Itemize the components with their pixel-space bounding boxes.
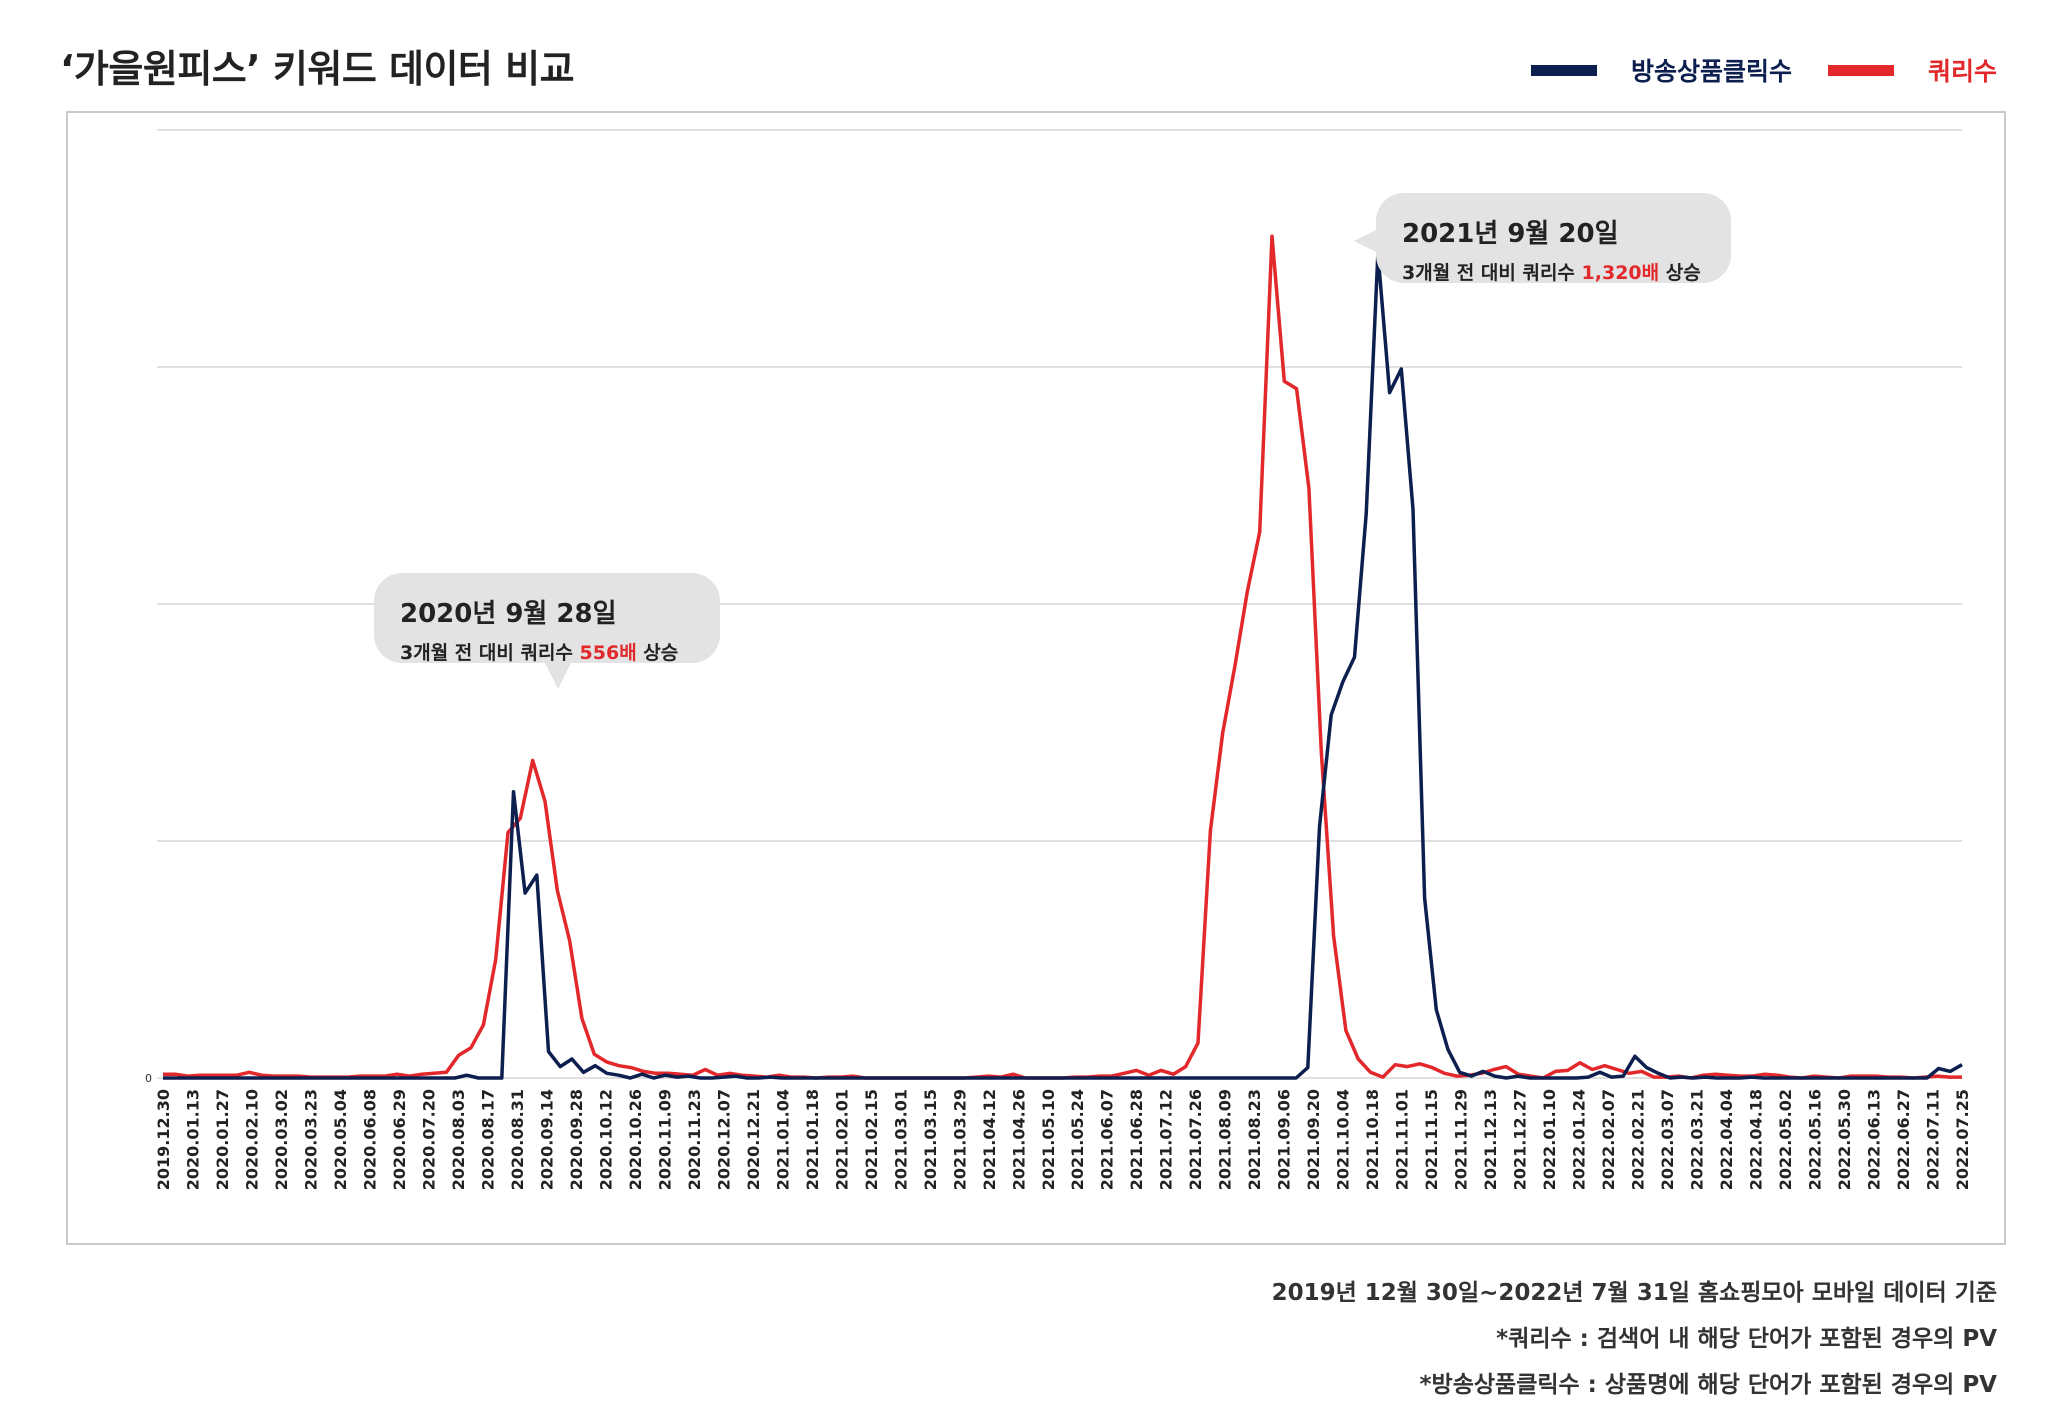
callout-2021-heading: 2021년 9월 20일 [1402,219,1619,249]
callout-2021-highlight: 1,320배 [1581,262,1660,284]
footnote-query: *쿼리수 : 검색어 내 해당 단어가 포함된 경우의 PV [1496,1326,1997,1352]
legend-label-clicks: 방송상품클릭수 [1630,57,1792,86]
legend-item-queries: 쿼리수 [1827,52,1997,88]
legend-swatch-clicks [1530,64,1597,76]
callout-2021-tail [1354,229,1378,253]
plot-frame [66,111,2006,1245]
callout-2020-heading: 2020년 9월 28일 [400,599,617,629]
legend-label-queries: 쿼리수 [1927,57,1997,86]
footnote-clicks: *방송상품클릭수 : 상품명에 해당 단어가 포함된 경우의 PV [1419,1372,1997,1398]
callout-2021-peak: 2021년 9월 20일 3개월 전 대비 쿼리수 1,320배 상승 [1354,193,1731,285]
callout-2020-text: 3개월 전 대비 쿼리수 556배 상승 [400,638,694,665]
callout-2020-text-before: 3개월 전 대비 쿼리수 [400,642,580,664]
callout-2020-tail [544,661,572,689]
chart-title: ‘가을원피스’ 키워드 데이터 비교 [60,47,575,91]
callout-2021-text: 3개월 전 대비 쿼리수 1,320배 상승 [1402,258,1705,285]
callout-2020-peak: 2020년 9월 28일 3개월 전 대비 쿼리수 556배 상승 [374,573,720,689]
legend-swatch-queries [1827,64,1894,76]
callout-2021-text-after: 상승 [1659,262,1701,284]
callout-2020-text-after: 상승 [636,642,679,664]
callout-2021-text-before: 3개월 전 대비 쿼리수 [1402,262,1582,284]
footnotes: 2019년 12월 30일~2022년 7월 31일 홈쇼핑모아 모바일 데이터… [1272,1270,1997,1408]
callout-2020-highlight: 556배 [579,642,637,664]
legend: 방송상품클릭수 쿼리수 [1495,52,1997,88]
legend-item-clicks: 방송상품클릭수 [1530,52,1792,88]
footnote-source: 2019년 12월 30일~2022년 7월 31일 홈쇼핑모아 모바일 데이터… [1271,1280,1997,1306]
